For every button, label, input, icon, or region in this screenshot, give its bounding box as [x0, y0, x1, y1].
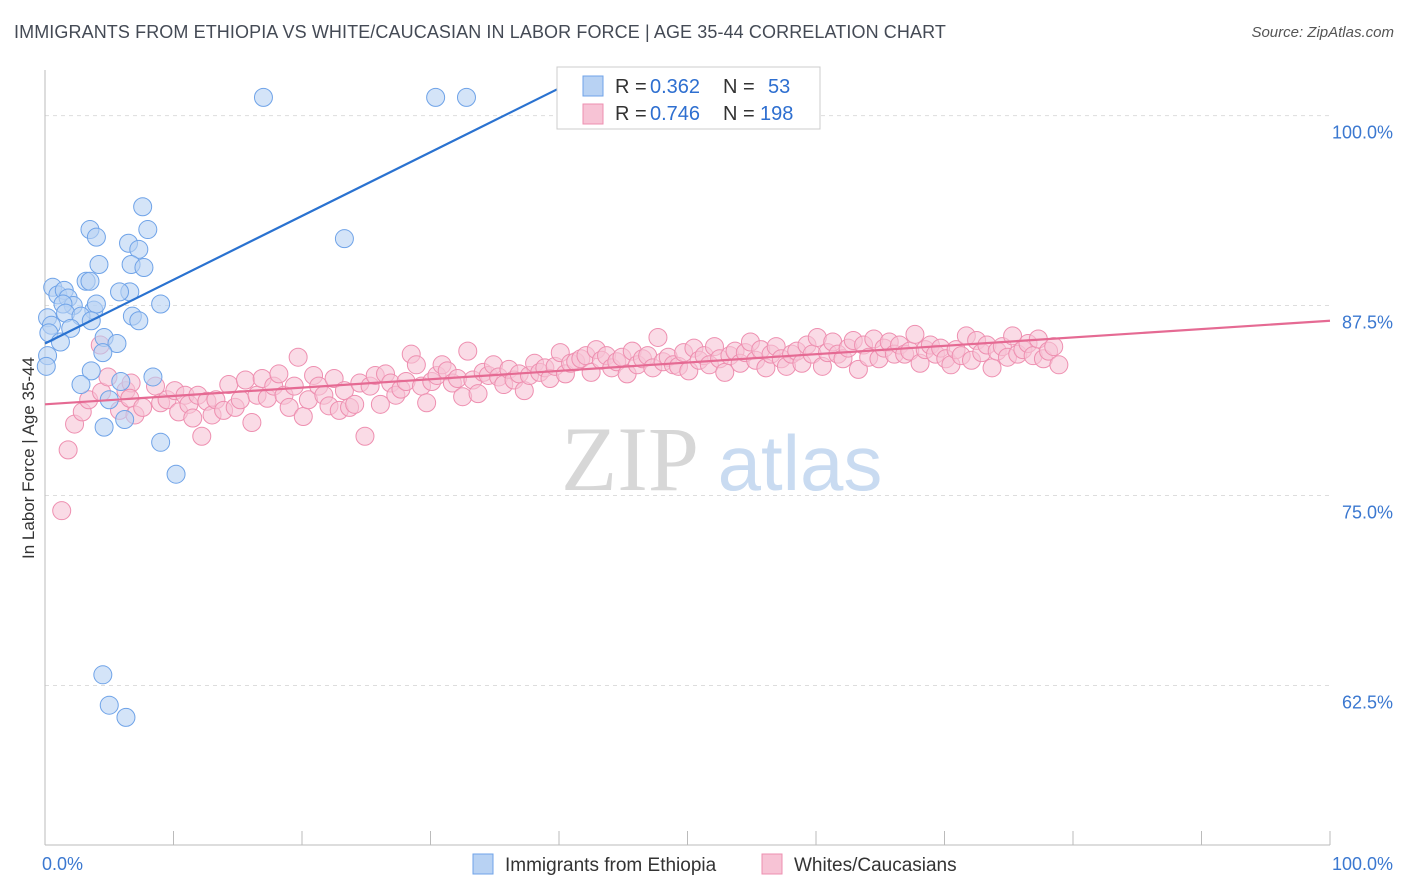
chart-title: IMMIGRANTS FROM ETHIOPIA VS WHITE/CAUCAS… — [14, 22, 946, 42]
bottom-legend: Immigrants from Ethiopia Whites/Caucasia… — [472, 853, 957, 876]
y-tick-label-3: 100.0% — [1332, 123, 1393, 143]
ethiopia-point-46 — [93, 665, 113, 685]
y-tick-label-0: 62.5% — [1342, 692, 1393, 712]
legend-box: R = 0.362 N = 53 R = 0.746 N = 198 — [556, 66, 821, 130]
ethiopia-point-8 — [129, 239, 149, 259]
white-point-39 — [279, 397, 299, 417]
ethiopia-point-10 — [89, 255, 109, 275]
white-point-37 — [269, 364, 289, 384]
white-point-66 — [417, 393, 437, 413]
ethiopia-point-3 — [133, 197, 153, 217]
white-point-150 — [848, 359, 868, 379]
white-point-48 — [324, 368, 344, 388]
white-point-31 — [235, 370, 255, 390]
y-tick-label-1: 75.0% — [1342, 502, 1393, 522]
ethiopia-point-40 — [71, 375, 91, 395]
axes-layer — [44, 70, 1331, 846]
legend-swatch-pink — [582, 103, 604, 125]
white-point-188 — [1044, 337, 1064, 357]
white-point-52 — [345, 394, 365, 414]
ethiopia-point-48 — [116, 707, 136, 727]
ethiopia-point-35 — [107, 334, 127, 354]
bottom-legend-swatch-blue — [472, 853, 494, 875]
legend-r-label-2: R = — [615, 103, 647, 125]
white-point-161 — [905, 324, 925, 344]
bottom-legend-label-1: Immigrants from Ethiopia — [505, 855, 717, 876]
white-point-54 — [355, 426, 375, 446]
white-point-40 — [284, 376, 304, 396]
ethiopia-point-43 — [94, 417, 114, 437]
white-point-124 — [715, 362, 735, 382]
tick-labels: 62.5% 75.0% 87.5% 100.0% 0.0% 100.0% — [42, 123, 1393, 874]
watermark-atlas: atlas — [718, 419, 883, 507]
white-point-189 — [1049, 355, 1069, 375]
white-point-64 — [406, 355, 426, 375]
bottom-legend-swatch-pink — [761, 853, 783, 875]
x-tick-label-1: 100.0% — [1332, 854, 1393, 874]
white-point-176 — [982, 358, 1002, 378]
legend-n-label-2: N = — [723, 103, 755, 125]
white-point-41 — [288, 347, 308, 367]
ethiopia-point-25 — [151, 294, 171, 314]
ethiopia-point-1 — [426, 87, 446, 107]
ethiopia-point-30 — [129, 311, 149, 331]
ethiopia-point-9 — [334, 229, 354, 249]
chart-source: Source: ZipAtlas.com — [1251, 24, 1394, 41]
white-point-74 — [458, 341, 478, 361]
ethiopia-point-5 — [138, 220, 158, 240]
white-point-42 — [293, 406, 313, 426]
white-point-73 — [453, 387, 473, 407]
ethiopia-point-38 — [143, 367, 163, 387]
white-point-0 — [52, 501, 72, 521]
legend-r-value-2: 0.746 — [650, 103, 700, 125]
legend-r-value-1: 0.362 — [650, 76, 700, 98]
watermark-zip: ZIP — [561, 408, 699, 510]
white-point-32 — [242, 413, 262, 433]
ethiopia-point-14 — [80, 271, 100, 291]
watermark: ZIP atlas — [561, 408, 882, 510]
legend-n-value-1: 53 — [768, 76, 790, 98]
legend-n-value-2: 198 — [760, 103, 793, 125]
ethiopia-point-2 — [456, 87, 476, 107]
legend-r-label-1: R = — [615, 76, 647, 98]
x-tick-label-0: 0.0% — [42, 854, 83, 874]
legend-swatch-blue — [582, 75, 604, 97]
points-layer — [36, 87, 1069, 727]
ethiopia-trend-line — [44, 84, 566, 345]
white-point-57 — [370, 394, 390, 414]
bottom-legend-label-2: Whites/Caucasians — [794, 855, 957, 876]
ethiopia-point-24 — [86, 294, 106, 314]
ethiopia-point-0 — [253, 87, 273, 107]
white-point-111 — [648, 327, 668, 347]
white-point-13 — [133, 397, 153, 417]
white-point-30 — [230, 390, 250, 410]
ethiopia-point-45 — [166, 464, 186, 484]
ethiopia-point-44 — [151, 432, 171, 452]
ethiopia-point-47 — [99, 695, 119, 715]
ethiopia-point-37 — [81, 361, 101, 381]
y-axis-title: In Labor Force | Age 35-44 — [19, 357, 38, 559]
white-point-23 — [192, 426, 212, 446]
ethiopia-point-42 — [115, 410, 135, 430]
y-tick-label-2: 87.5% — [1342, 313, 1393, 333]
white-trend-line — [44, 319, 1331, 406]
ethiopia-point-36 — [93, 343, 113, 363]
white-point-21 — [183, 408, 203, 428]
ethiopia-point-39 — [111, 372, 131, 392]
white-point-1 — [58, 440, 78, 460]
legend-n-label-1: N = — [723, 76, 755, 98]
trend-layer — [44, 84, 1331, 406]
ethiopia-point-16 — [110, 282, 130, 302]
ethiopia-point-6 — [86, 227, 106, 247]
white-point-76 — [468, 384, 488, 404]
ethiopia-point-52 — [36, 356, 56, 376]
ethiopia-point-12 — [134, 258, 154, 278]
